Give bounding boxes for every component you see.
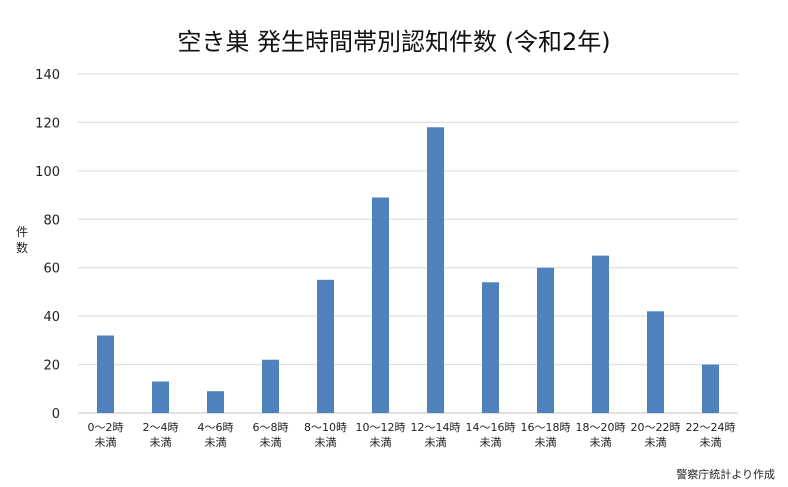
y-tick-label: 120 [35,116,60,131]
x-tick-label: 未満 [315,436,337,449]
x-tick-label: 16〜18時 [521,421,571,434]
bar [152,381,169,413]
x-tick-label: 未満 [700,436,722,449]
bar [97,335,114,413]
x-tick-label: 14〜16時 [466,421,516,434]
bar [702,364,719,413]
x-tick-label: 未満 [150,436,172,449]
y-axis-label: 件数 [16,225,28,255]
x-tick-label: 未満 [535,436,557,449]
x-tick-label: 0〜2時 [88,421,124,434]
x-tick-label: 未満 [205,436,227,449]
y-axis-ticks: 0 20 40 60 80 100 120 140 [35,68,60,422]
x-tick-label: 22〜24時 [686,421,736,434]
y-tick-label: 40 [43,310,60,325]
bar [372,197,389,413]
bar [207,391,224,413]
y-tick-label: 100 [35,165,60,180]
x-tick-label: 4〜6時 [198,421,234,434]
x-tick-label: 未満 [480,436,502,449]
bar [427,127,444,414]
chart-title: 空き巣 発生時間帯別認知件数 (令和2年) [177,28,610,56]
source-note: 警察庁統計より作成 [676,467,775,481]
x-tick-label: 20〜22時 [631,421,681,434]
grid-lines [78,73,738,414]
x-axis-ticks: 0〜2時未満2〜4時未満4〜6時未満6〜8時未満8〜10時未満10〜12時未満1… [88,421,736,449]
x-tick-label: 8〜10時 [304,421,347,434]
y-tick-label: 140 [35,68,60,83]
bar [592,255,609,413]
x-tick-label: 12〜14時 [411,421,461,434]
x-tick-label: 未満 [260,436,282,449]
x-tick-label: 未満 [645,436,667,449]
bar [262,359,279,413]
x-tick-label: 未満 [95,436,117,449]
x-tick-label: 2〜4時 [143,421,179,434]
y-tick-label: 20 [43,359,60,374]
x-tick-label: 未満 [590,436,612,449]
bar [537,267,554,413]
x-tick-label: 10〜12時 [356,421,406,434]
x-tick-label: 6〜8時 [253,421,289,434]
x-tick-label: 未満 [425,436,447,449]
y-tick-label: 80 [43,213,60,228]
bar [317,279,334,413]
bars [97,127,719,414]
x-tick-label: 18〜20時 [576,421,626,434]
x-tick-label: 未満 [370,436,392,449]
bar [482,282,499,413]
y-tick-label: 60 [43,262,60,277]
bar [647,311,664,413]
y-tick-label: 0 [52,407,60,422]
